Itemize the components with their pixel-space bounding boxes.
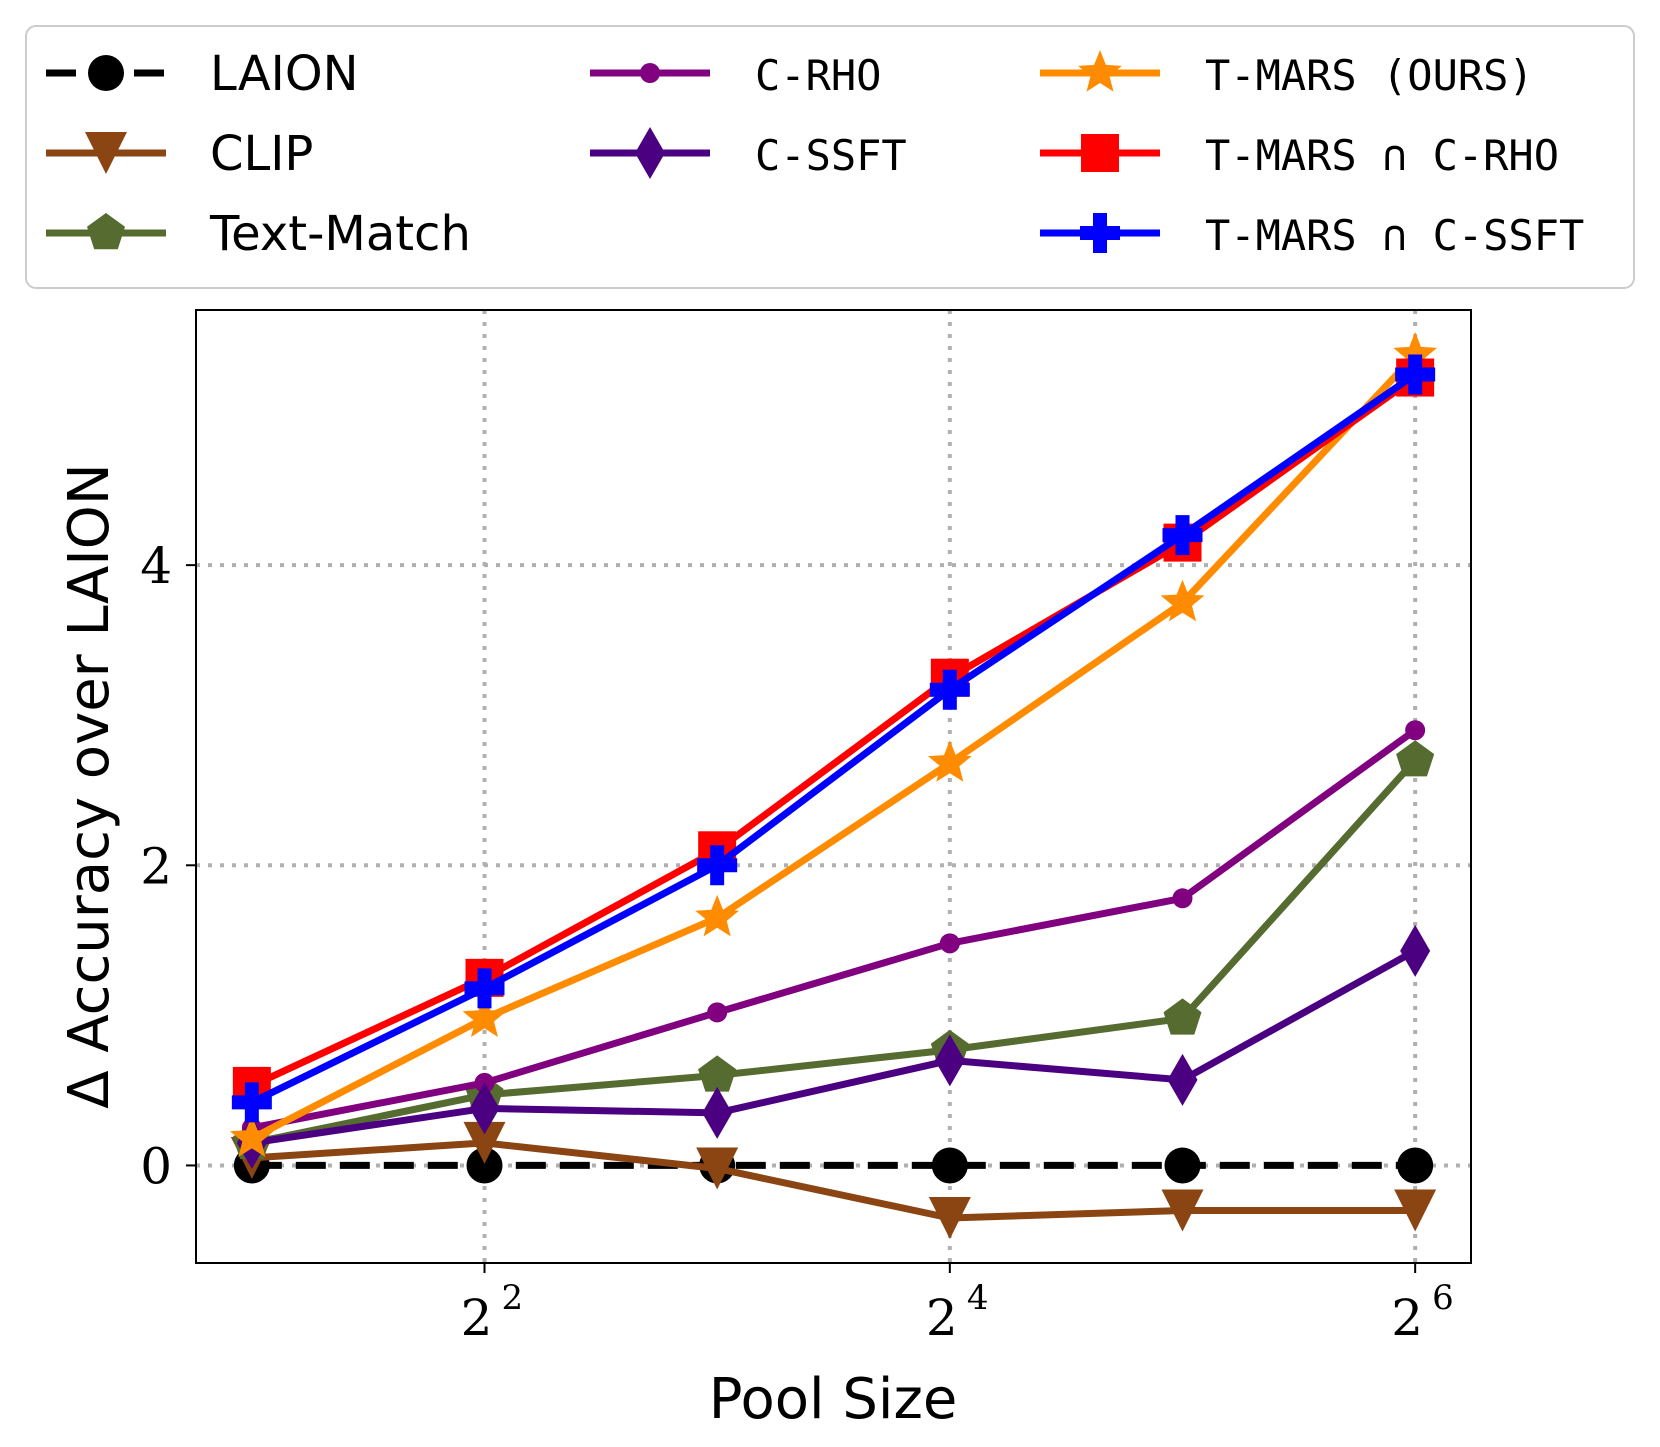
x-tick-label: 2 bbox=[1391, 1289, 1423, 1347]
series-1 bbox=[230, 1121, 1437, 1239]
legend-label: LAION bbox=[210, 46, 359, 102]
legend-label: T-MARS ∩ C-RHO bbox=[1205, 131, 1559, 180]
legend-item: T-MARS ∩ C-RHO bbox=[1040, 131, 1559, 180]
data-point bbox=[939, 933, 960, 954]
data-point bbox=[1172, 888, 1193, 909]
series-7 bbox=[231, 354, 1436, 1123]
data-point bbox=[230, 1115, 274, 1157]
series-line bbox=[250, 374, 1418, 1090]
data-point bbox=[1405, 720, 1426, 741]
x-tick-exponent: 2 bbox=[502, 1278, 524, 1318]
legend-item: T-MARS ∩ C-SSFT bbox=[1040, 211, 1584, 260]
data-point bbox=[1160, 579, 1205, 622]
legend-label: C-SSFT bbox=[755, 131, 907, 180]
x-tick-label: 2 bbox=[461, 1289, 493, 1347]
legend-swatch-marker bbox=[1078, 50, 1122, 92]
series-4 bbox=[236, 924, 1431, 1169]
series-line bbox=[250, 352, 1418, 1142]
legend-item: LAION bbox=[46, 46, 359, 102]
legend-swatch-marker bbox=[87, 213, 125, 250]
data-point bbox=[1164, 1147, 1201, 1184]
x-tick-exponent: 6 bbox=[1432, 1278, 1454, 1318]
series-6 bbox=[232, 358, 1435, 1105]
x-axis-label: Pool Size bbox=[709, 1367, 958, 1432]
y-axis-label: Δ Accuracy over LAION bbox=[57, 463, 122, 1109]
legend-swatch-marker bbox=[88, 55, 124, 91]
data-point bbox=[1397, 1147, 1434, 1184]
data-point bbox=[707, 1002, 728, 1023]
data-point bbox=[464, 968, 505, 1009]
legend-label: Text-Match bbox=[209, 206, 471, 262]
legend-item: Text-Match bbox=[46, 206, 471, 262]
legend-label: CLIP bbox=[210, 126, 313, 182]
data-point bbox=[928, 740, 972, 782]
data-point bbox=[466, 1147, 503, 1184]
data-point bbox=[695, 894, 739, 937]
series-line bbox=[251, 757, 1418, 1147]
y-tick-label: 2 bbox=[140, 837, 172, 895]
plot-frame bbox=[195, 309, 1472, 1264]
series-3 bbox=[241, 720, 1426, 1138]
legend-label: T-MARS ∩ C-SSFT bbox=[1205, 211, 1584, 260]
data-point bbox=[702, 1086, 733, 1139]
data-point bbox=[231, 1082, 272, 1123]
data-point bbox=[929, 669, 970, 710]
data-point bbox=[462, 995, 507, 1037]
legend-items: LAION CLIP Text-Match C-RHO C-SSFT T-MARS (OU… bbox=[46, 46, 1584, 262]
data-point bbox=[1167, 1053, 1198, 1106]
x-tick-label: 2 bbox=[926, 1289, 958, 1347]
data-point bbox=[1394, 1189, 1437, 1232]
series-5 bbox=[230, 332, 1437, 1157]
data-point bbox=[1400, 924, 1431, 977]
data-point bbox=[1395, 354, 1436, 395]
data-point bbox=[696, 1147, 739, 1190]
data-point bbox=[1396, 740, 1435, 777]
legend-swatch-marker bbox=[640, 63, 660, 83]
data-point bbox=[928, 1196, 971, 1239]
data-point bbox=[931, 1147, 968, 1184]
data-point bbox=[469, 1082, 500, 1135]
data-point bbox=[1393, 332, 1437, 374]
legend-swatch-marker bbox=[85, 132, 127, 174]
data-point bbox=[934, 1034, 965, 1087]
y-tick-label: 4 bbox=[140, 537, 172, 595]
legend-item: C-SSFT bbox=[590, 127, 907, 180]
data-point bbox=[697, 845, 738, 886]
data-point bbox=[1163, 998, 1202, 1035]
y-tick-label: 0 bbox=[140, 1137, 172, 1195]
legend-label: T-MARS (OURS) bbox=[1205, 51, 1534, 100]
legend-item: CLIP bbox=[46, 126, 313, 182]
series-layer bbox=[230, 332, 1437, 1239]
data-point bbox=[1162, 515, 1203, 556]
x-tick-exponent: 4 bbox=[967, 1278, 989, 1318]
series-line bbox=[250, 371, 1418, 1106]
legend-item: T-MARS (OURS) bbox=[1040, 50, 1534, 100]
series-line bbox=[251, 727, 1418, 1132]
legend-item: C-RHO bbox=[590, 51, 881, 100]
series-line bbox=[251, 1139, 1416, 1222]
legend-frame bbox=[25, 25, 1635, 289]
legend-swatch-marker bbox=[1080, 213, 1120, 253]
legend-swatch-marker bbox=[635, 127, 665, 179]
legend-label: C-RHO bbox=[755, 51, 881, 100]
data-point bbox=[463, 1121, 506, 1164]
data-point bbox=[698, 1055, 737, 1092]
legend-swatch-marker bbox=[1081, 134, 1119, 172]
data-point bbox=[1161, 1189, 1204, 1232]
legend: LAION CLIP Text-Match C-RHO C-SSFT T-MARS (OU… bbox=[25, 25, 1635, 289]
series-line bbox=[251, 947, 1417, 1147]
